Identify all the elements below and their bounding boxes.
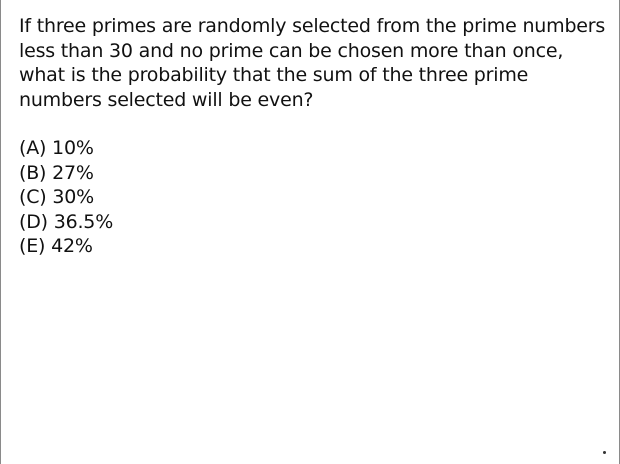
- choice-a: (A) 10%: [19, 137, 94, 159]
- answer-choices: (A) 10% (B) 27% (C) 30% (D) 36.5% (E) 42…: [19, 136, 611, 259]
- cursor-dot: [603, 451, 606, 454]
- choice-c: (C) 30%: [19, 186, 94, 208]
- question-line: numbers selected will be even?: [19, 88, 314, 111]
- choice-b: (B) 27%: [19, 161, 94, 184]
- question-line: what is the probability that the sum of …: [19, 64, 529, 86]
- choice-e: (E) 42%: [19, 235, 93, 257]
- choice-d: (D) 36.5%: [19, 210, 114, 233]
- question-line: less than 30 and no prime can be chosen …: [19, 39, 564, 62]
- slide-content: If three primes are randomly selected fr…: [19, 14, 611, 259]
- question-line: If three primes are randomly selected fr…: [19, 15, 606, 37]
- question-text: If three primes are randomly selected fr…: [19, 14, 611, 112]
